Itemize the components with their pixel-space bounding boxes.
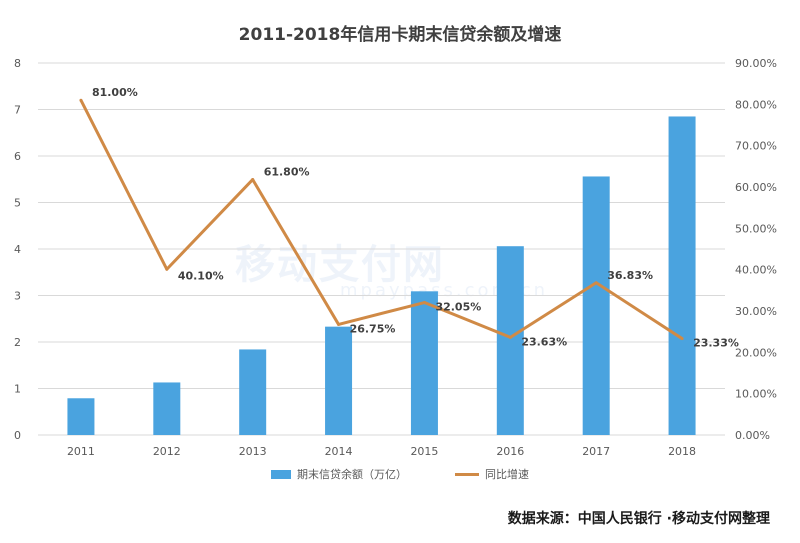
y-axis-left-tick: 0 <box>14 429 21 442</box>
x-axis-tick: 2011 <box>67 445 95 458</box>
data-label: 81.00% <box>92 86 138 99</box>
chart-title: 2011-2018年信用卡期末信贷余额及增速 <box>238 25 562 45</box>
legend-item-growth: 同比增速 <box>455 466 529 482</box>
bar <box>239 349 267 435</box>
y-axis-right-tick: 30.00% <box>735 305 777 318</box>
x-axis-tick: 2017 <box>582 445 610 458</box>
y-axis-left-tick: 4 <box>14 243 21 256</box>
y-axis-right-tick: 20.00% <box>735 346 777 359</box>
bar <box>153 382 181 435</box>
data-label: 26.75% <box>350 322 396 335</box>
x-axis-tick: 2015 <box>410 445 438 458</box>
data-label: 61.80% <box>264 166 310 179</box>
data-label: 23.63% <box>521 335 567 348</box>
data-source-note: 数据来源：中国人民银行 ·移动支付网整理 <box>507 511 770 527</box>
y-axis-right-tick: 40.00% <box>735 264 777 277</box>
y-axis-right-tick: 70.00% <box>735 140 777 153</box>
line-point <box>422 301 426 305</box>
line-point <box>79 98 83 102</box>
x-axis-tick: 2018 <box>668 445 696 458</box>
y-axis-left-tick: 2 <box>14 336 21 349</box>
y-axis-left-tick: 7 <box>14 104 21 117</box>
x-axis-tick: 2013 <box>239 445 267 458</box>
line-point <box>508 335 512 339</box>
data-label: 36.83% <box>607 269 653 282</box>
bar <box>582 176 610 435</box>
y-axis-right-tick: 0.00% <box>735 429 770 442</box>
bar <box>410 291 438 435</box>
line-point <box>594 281 598 285</box>
legend-label-growth: 同比增速 <box>485 468 529 481</box>
legend-swatch-line <box>455 472 479 476</box>
y-axis-right-tick: 60.00% <box>735 181 777 194</box>
line-point <box>337 322 341 326</box>
y-axis-left-tick: 3 <box>14 290 21 303</box>
y-axis-left-tick: 5 <box>14 197 21 210</box>
legend-label-balance: 期末信贷余额（万亿） <box>297 468 407 481</box>
y-axis-left-tick: 6 <box>14 150 21 163</box>
legend-swatch-bar <box>271 469 291 479</box>
y-axis-right-tick: 50.00% <box>735 222 777 235</box>
line-point <box>251 178 255 182</box>
y-axis-right-tick: 10.00% <box>735 388 777 401</box>
data-label: 32.05% <box>435 301 481 314</box>
bar <box>496 246 524 435</box>
x-axis-tick: 2012 <box>153 445 181 458</box>
legend-item-balance: 期末信贷余额（万亿） <box>271 466 407 482</box>
bar <box>67 398 95 435</box>
x-axis-tick: 2016 <box>496 445 524 458</box>
y-axis-left-tick: 1 <box>14 383 21 396</box>
y-axis-right-tick: 80.00% <box>735 98 777 111</box>
data-label: 40.10% <box>178 269 224 282</box>
bar <box>668 116 696 435</box>
growth-line <box>79 99 683 340</box>
data-label: 23.33% <box>693 337 739 350</box>
line-point <box>680 337 684 341</box>
bar <box>325 326 353 435</box>
x-axis-tick: 2014 <box>325 445 353 458</box>
line-point <box>165 267 169 271</box>
legend: 期末信贷余额（万亿） 同比增速 <box>0 466 800 482</box>
y-axis-right-tick: 90.00% <box>735 57 777 70</box>
y-axis-left-tick: 8 <box>14 57 21 70</box>
